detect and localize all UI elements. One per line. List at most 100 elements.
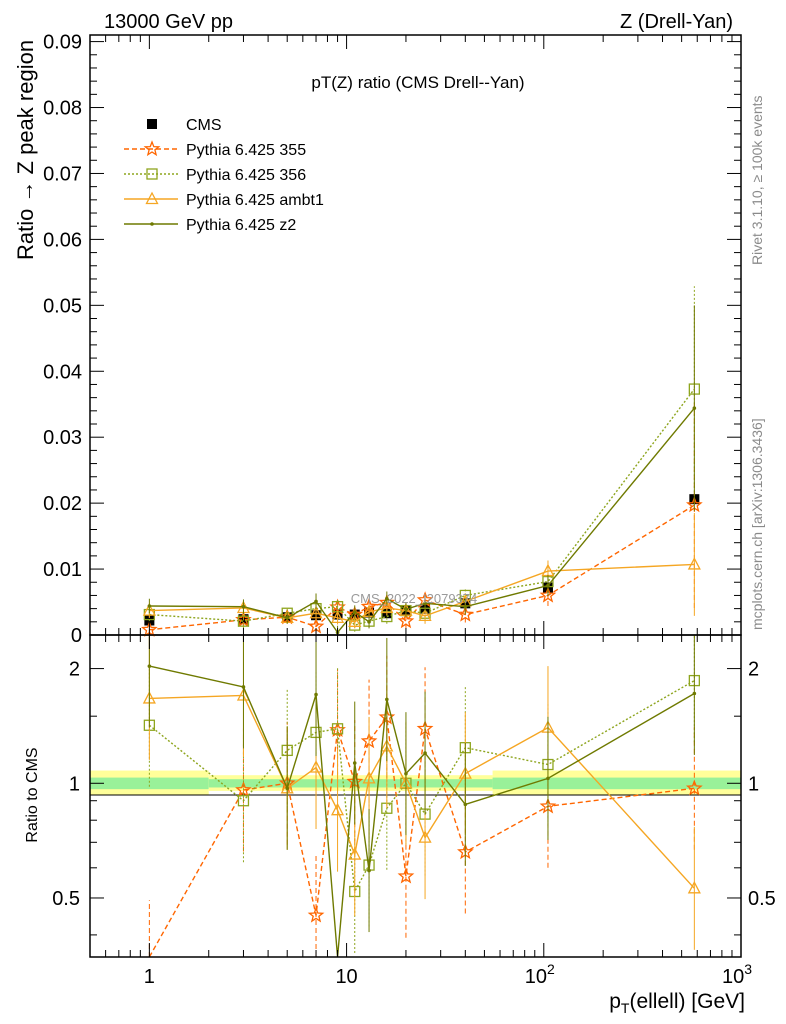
ratio-y-label: Ratio to CMS	[24, 747, 41, 842]
x-tick-label-base: 10	[335, 966, 357, 988]
dot-marker	[241, 604, 246, 609]
dot-marker	[463, 802, 468, 807]
legend-label: Pythia 6.425 356	[186, 167, 306, 184]
dot-marker	[367, 868, 371, 873]
watermark: CMS_2022_I2079374	[351, 591, 478, 606]
main-y-tick-label: 0.05	[43, 295, 82, 317]
cms-data-point	[147, 119, 157, 129]
header-right: Z (Drell-Yan)	[620, 11, 733, 33]
open-triangle-marker	[330, 802, 345, 816]
legend-item: Pythia 6.425 355	[124, 140, 306, 159]
ratio-ticks: 0.5 0.5 1 1 2 2	[52, 659, 776, 936]
star-marker	[457, 605, 474, 622]
x-tick-label: 1	[144, 966, 155, 988]
legend-label: Pythia 6.425 z2	[186, 217, 296, 234]
open-triangle-marker	[145, 191, 159, 205]
main-y-tick-label: 0	[71, 625, 82, 647]
open-triangle-marker	[309, 605, 323, 619]
main-panel: 0 0.01 0.02 0.03 0.04 0.05 0.06 0.07 0.08 0.09 pT…	[13, 32, 742, 647]
ratio-y-tick-label-right: 1	[748, 773, 759, 795]
header-left: 13000 GeV pp	[104, 11, 233, 33]
open-triangle-marker	[362, 770, 376, 784]
legend-item: Pythia 6.425 356	[124, 167, 306, 184]
main-y-tick-label: 0.04	[43, 361, 82, 383]
x-axis-label-sub: T	[621, 1000, 630, 1016]
dot-marker	[241, 685, 246, 689]
dot-marker	[150, 222, 154, 226]
dot-marker	[314, 692, 318, 697]
ratio-y-tick-label: 0.5	[52, 888, 80, 910]
x-axis-ticks: 1 10 102 103	[89, 35, 752, 988]
x-tick-label: 10	[335, 966, 357, 988]
dot-marker	[423, 601, 427, 606]
star-marker	[685, 779, 703, 796]
open-triangle-marker	[418, 830, 432, 843]
main-y-label: Ratio → Z peak region	[13, 40, 38, 260]
open-triangle-marker	[348, 847, 362, 860]
main-y-tick-label: 0.09	[43, 32, 82, 54]
dot-marker	[692, 406, 697, 410]
star-marker	[539, 586, 557, 603]
star-marker	[307, 906, 325, 923]
x-tick-label-base: 10	[525, 966, 547, 988]
dot-marker	[285, 786, 290, 791]
main-series-2	[143, 286, 700, 632]
legend-label: Pythia 6.425 355	[186, 142, 306, 159]
dot-marker	[147, 664, 152, 668]
open-triangle-marker	[330, 610, 345, 624]
dot-marker	[546, 583, 550, 588]
open-square-marker	[146, 168, 158, 180]
dot-marker	[404, 607, 408, 612]
dot-marker	[423, 751, 427, 755]
main-y-tick-label: 0.08	[43, 98, 82, 120]
dot-marker	[367, 620, 371, 624]
dot-marker	[314, 599, 318, 604]
dot-marker	[285, 616, 290, 620]
dot-marker	[385, 697, 389, 702]
dot-marker	[352, 761, 357, 765]
main-series	[141, 286, 703, 637]
legend-item: Pythia 6.425 z2	[124, 217, 296, 234]
open-triangle-marker	[380, 600, 394, 614]
legend-item: CMS	[147, 117, 222, 134]
star-marker	[143, 140, 161, 157]
chart-title: pT(Z) ratio (CMS Drell--Yan)	[311, 73, 524, 92]
main-y-tick-label: 0.07	[43, 163, 82, 185]
x-tick-label-base: 10	[722, 966, 744, 988]
open-square-marker	[237, 615, 250, 627]
open-triangle-marker	[418, 608, 432, 622]
open-triangle-marker	[309, 760, 323, 773]
main-y-tick-label: 0.03	[43, 427, 82, 449]
main-ticks: 0 0.01 0.02 0.03 0.04 0.05 0.06 0.07 0.08 0.09	[43, 32, 741, 647]
ratio-band-inner	[208, 779, 493, 788]
legend-item: Pythia 6.425 ambt1	[124, 191, 324, 209]
ratio-band-inner	[492, 777, 741, 790]
x-tick-label-exponent: 3	[744, 961, 752, 977]
ratio-series-3	[147, 635, 697, 958]
x-tick-label: 103	[722, 961, 752, 988]
open-triangle-marker	[687, 880, 701, 894]
x-axis-label-rest: (ellell) [GeV]	[629, 990, 745, 1013]
main-series-4	[147, 305, 697, 635]
dot-marker	[463, 604, 468, 609]
x-tick-label-exponent: 2	[547, 961, 555, 977]
ratio-series	[142, 635, 703, 958]
ratio-plot-frame	[89, 634, 742, 958]
legend: CMS Pythia 6.425 355 Pythia 6.425 356 Pythi…	[124, 117, 324, 234]
main-y-tick-label: 0.01	[43, 559, 82, 581]
ratio-uncertainty-bands	[90, 770, 741, 796]
x-axis-label: pT(ellell) [GeV]	[609, 990, 745, 1016]
open-triangle-marker	[348, 614, 362, 627]
x-axis-label-main: p	[609, 990, 621, 1013]
x-tick-label: 102	[525, 961, 555, 988]
dot-marker	[404, 771, 408, 776]
dot-marker	[147, 604, 152, 608]
open-triangle-marker	[142, 603, 156, 616]
open-square-marker	[237, 795, 250, 807]
mcplots-label: mcplots.cern.ch [arXiv:1306.3436]	[749, 418, 765, 630]
ratio-y-tick-label: 1	[69, 773, 80, 795]
open-square-marker	[331, 723, 344, 735]
ratio-y-tick-label-right: 0.5	[748, 888, 776, 910]
dot-marker	[352, 610, 357, 614]
